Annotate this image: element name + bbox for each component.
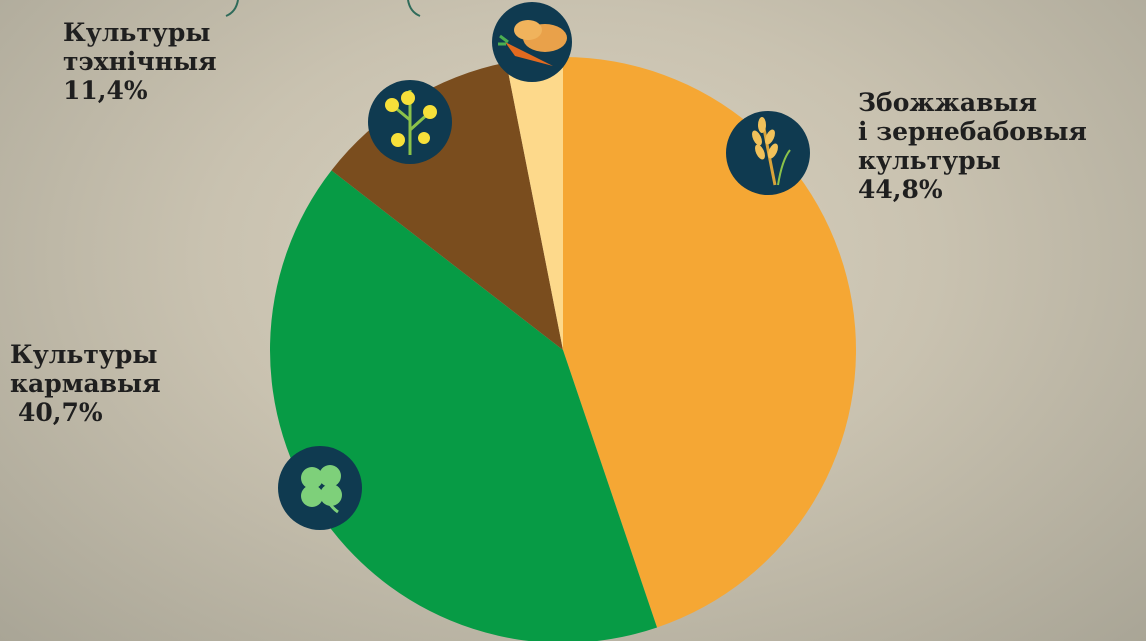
icon-wheat [726,111,810,195]
label-fodder: Культуры кармавыя 40,7% [10,340,161,427]
category-label: Культуры тэхнічныя [63,18,217,76]
value-label: 11,4% [63,76,217,105]
category-label: Збожжавыя і зернебабовыя культуры [858,88,1087,175]
value-label: 44,8% [858,175,1087,204]
icon-clover [278,446,362,530]
category-label: Культуры кармавыя [10,340,161,398]
icon-rapeseed [368,80,452,164]
decor [226,0,420,16]
page: {"chart_data": {"type": "pie", "categori… [0,0,1146,641]
value-label: 40,7% [10,398,161,427]
icon-potato [492,2,572,82]
label-grain: Збожжавыя і зернебабовыя культуры 44,8% [858,88,1087,204]
label-technical: Культуры тэхнічныя 11,4% [63,18,217,105]
